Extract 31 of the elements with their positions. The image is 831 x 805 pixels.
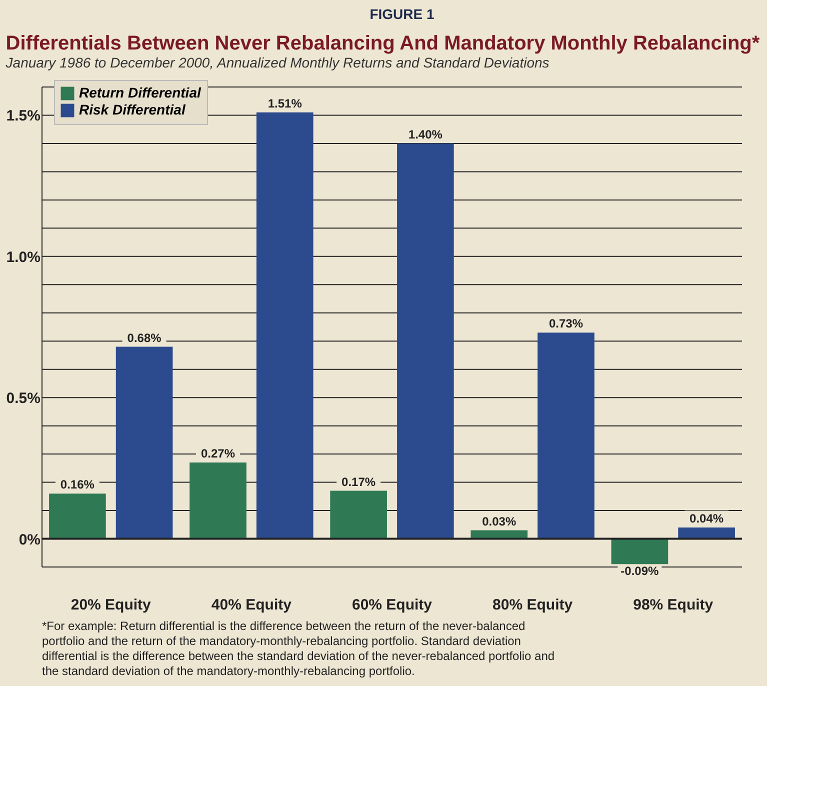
y-tick-label: 1.5% (6, 108, 40, 125)
data-label: 0.16% (60, 478, 95, 492)
bar (678, 527, 735, 539)
caption: FIGURE 1 (370, 6, 434, 22)
data-label: 0.68% (127, 330, 162, 345)
chart-title: Differentials Between Never Rebalancing And Mandatory Monthly Rebalancing* (6, 32, 760, 54)
data-label: 0.04% (690, 511, 724, 526)
data-label: -0.09% (620, 564, 660, 578)
bar (49, 494, 106, 539)
data-label: 0.73% (548, 316, 584, 331)
data-label: 0.03% (482, 514, 516, 528)
bar (116, 346, 173, 539)
y-tick-label: 1.0% (6, 248, 40, 266)
bar (190, 462, 246, 539)
data-label: 0.17% (342, 474, 376, 489)
data-label: 0.27% (200, 446, 236, 461)
y-tick-label: 0% (18, 531, 40, 548)
y-tick-label: 0.5% (6, 390, 40, 408)
x-tick-label: 20% Equity (70, 596, 152, 614)
x-tick-label: 98% Equity (633, 596, 714, 614)
bar (611, 538, 668, 564)
bar (330, 490, 387, 539)
text: *For example: Return differential is the difference between the return of the never-balanced portfolio and the return of the mandatory-monthly-rebalancing portfolio. Standard deviation differential is the difference between the standard deviation of the never-rebalanced portfolio and the standard deviation of the mandatory-monthly-rebalancing portfolio. (42, 619, 555, 678)
chart-subtitle: January 1986 to December 2000, Annualized Monthly Returns and Standard Deviations (4, 54, 550, 70)
data-label: 1.51% (268, 96, 302, 110)
legend-label: Return Differential (79, 84, 202, 100)
x-tick-label: 60% Equity (352, 596, 433, 614)
data-label: 1.40% (408, 127, 443, 142)
x-tick-label: 80% Equity (492, 596, 574, 614)
x-tick-label: 40% Equity (211, 596, 292, 614)
legend-label: Risk Differential (79, 102, 186, 118)
